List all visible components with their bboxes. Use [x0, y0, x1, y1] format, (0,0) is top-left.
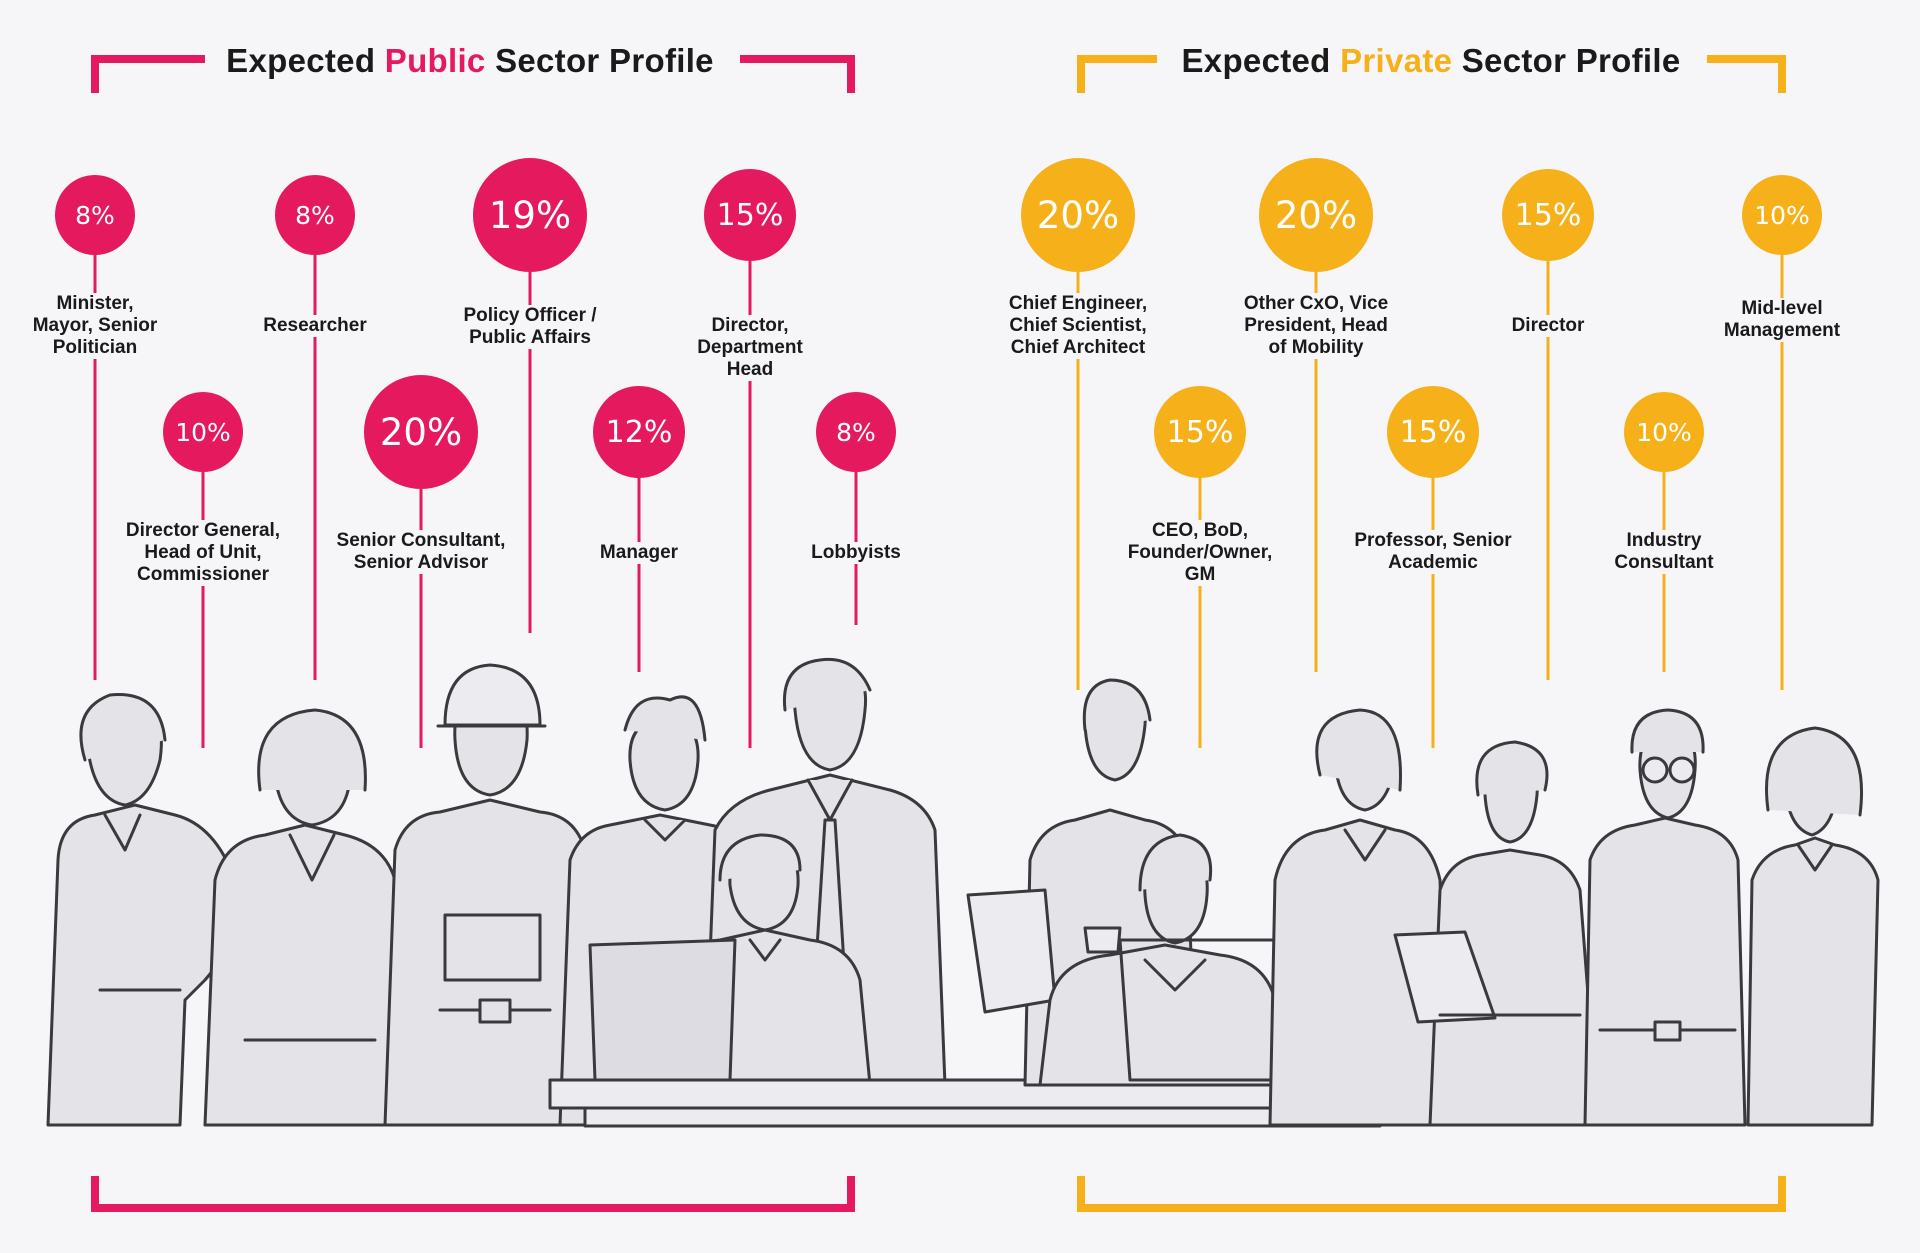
public-percentage-circle: 12%: [593, 386, 685, 478]
public-role-label: Minister, Mayor, Senior Politician: [28, 293, 162, 359]
public-role-label: Researcher: [259, 315, 371, 337]
private-title-highlight: Private: [1340, 42, 1453, 79]
person-professor: [1393, 740, 1600, 1127]
private-percentage-circle: 10%: [1624, 392, 1704, 472]
private-percentage-circle: 10%: [1742, 175, 1822, 255]
private-percentage-circle: 20%: [1021, 158, 1135, 272]
private-role-label: Industry Consultant: [1610, 530, 1718, 574]
private-role-label: Other CxO, Vice President, Head of Mobil…: [1239, 293, 1393, 359]
public-title-after: Sector Profile: [485, 42, 714, 79]
public-title-before: Expected: [226, 42, 385, 79]
private-role-label: Chief Engineer, Chief Scientist, Chief A…: [1004, 293, 1152, 359]
public-role-label: Director, Department Head: [693, 315, 807, 381]
public-percentage-circle: 20%: [364, 375, 478, 489]
public-percentage-circle: 19%: [473, 158, 587, 272]
person-senior-consultant: [383, 663, 597, 1127]
person-researcher: [203, 708, 407, 1127]
public-role-label: Policy Officer / Public Affairs: [459, 305, 601, 349]
person-mid-level: [1746, 726, 1880, 1127]
public-percentage-circle: 8%: [816, 392, 896, 472]
person-other-cxo: [1268, 708, 1450, 1127]
public-title-highlight: Public: [384, 42, 486, 79]
public-percentage-circle: 8%: [275, 175, 355, 255]
private-percentage-circle: 15%: [1502, 169, 1594, 261]
private-percentage-circle: 15%: [1387, 386, 1479, 478]
public-role-label: Senior Consultant, Senior Advisor: [332, 530, 510, 574]
public-role-label: Manager: [595, 542, 683, 564]
public-sector-title: Expected Public Sector Profile: [226, 42, 714, 80]
person-ceo: [1038, 833, 1287, 1087]
private-title-before: Expected: [1181, 42, 1341, 79]
public-role-label: Director General, Head of Unit, Commissi…: [121, 520, 285, 586]
private-role-label: CEO, BoD, Founder/Owner, GM: [1123, 520, 1277, 586]
private-percentage-circle: 15%: [1154, 386, 1246, 478]
private-sector-title: Expected Private Sector Profile: [1181, 42, 1680, 80]
private-role-label: Director: [1507, 315, 1589, 337]
public-percentage-circle: 8%: [55, 175, 135, 255]
public-percentage-circle: 15%: [704, 169, 796, 261]
chair-left: [588, 938, 737, 1082]
private-role-label: Mid-level Management: [1719, 298, 1845, 342]
person-industry-consultant: [1583, 708, 1747, 1127]
private-title-after: Sector Profile: [1452, 42, 1681, 79]
private-percentage-circle: 20%: [1259, 158, 1373, 272]
private-role-label: Professor, Senior Academic: [1350, 530, 1516, 574]
public-percentage-circle: 10%: [163, 392, 243, 472]
public-role-label: Lobbyists: [807, 542, 905, 564]
